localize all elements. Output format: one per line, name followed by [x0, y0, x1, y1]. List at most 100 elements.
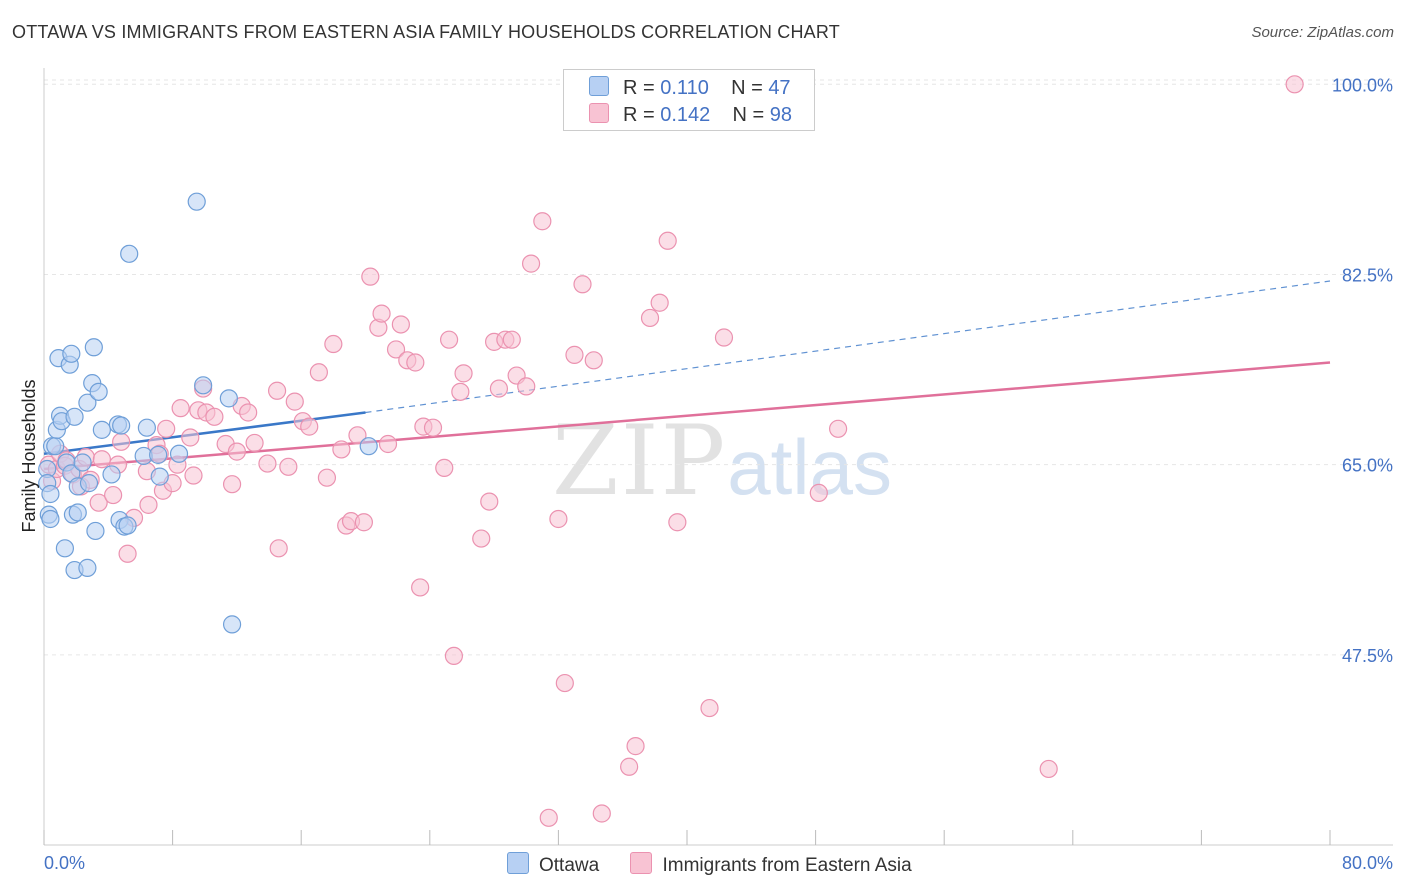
correlation-legend: R = 0.110 N = 47 R = 0.142 N = 98	[563, 69, 815, 131]
immigrants-point	[386, 340, 406, 359]
immigrants-point	[300, 417, 319, 436]
immigrants-point	[435, 458, 454, 478]
immigrants-point	[411, 578, 430, 597]
immigrants-point	[285, 392, 304, 411]
immigrants-point	[423, 418, 443, 437]
immigrants-point	[245, 433, 264, 453]
immigrants-point	[539, 808, 558, 827]
ottawa-point	[89, 382, 108, 401]
immigrants-point	[480, 492, 499, 511]
immigrants-point	[92, 450, 111, 469]
ottawa-point	[137, 418, 156, 437]
immigrants-point	[324, 334, 343, 354]
ottawa-point	[84, 338, 103, 357]
ottawa-point	[150, 467, 169, 486]
immigrants-point	[640, 308, 660, 328]
ottawa-point	[149, 445, 168, 464]
immigrants-point	[517, 377, 536, 396]
immigrants-point	[157, 419, 176, 438]
immigrants-point	[391, 315, 410, 334]
ottawa-point	[222, 615, 242, 634]
x-tick-label: 80.0%	[1342, 853, 1393, 873]
ottawa-point	[194, 376, 213, 395]
immigrants-point	[332, 440, 351, 459]
immigrants-point	[472, 529, 491, 548]
immigrants-point	[205, 407, 224, 426]
legend-swatch-immigrants	[630, 852, 653, 874]
watermark-atlas: atlas	[727, 423, 892, 511]
immigrants-trend-line	[43, 361, 1331, 471]
immigrants-point	[317, 468, 337, 487]
ottawa-point	[73, 453, 92, 472]
immigrants-point	[378, 434, 398, 454]
immigrants-point	[267, 381, 287, 400]
axes	[43, 68, 1393, 846]
ottawa-point	[55, 539, 74, 558]
ottawa-point	[187, 192, 206, 211]
zipatlas-watermark: ZIPatlas	[552, 405, 892, 517]
legend-item-immigrants: Immigrants from Eastern Asia	[630, 852, 912, 877]
immigrants-point	[227, 442, 246, 461]
legend-swatch-ottawa	[507, 852, 529, 874]
immigrants-point	[650, 293, 669, 312]
immigrants-point	[354, 513, 373, 532]
y-tick-label: 65.0%	[1342, 456, 1393, 476]
ottawa-point	[41, 484, 60, 504]
immigrants-point	[521, 254, 541, 273]
immigrants-point	[573, 275, 592, 294]
legend-n-value: 47	[768, 77, 791, 99]
immigrants-point	[372, 304, 391, 323]
trend-lines	[43, 280, 1331, 471]
immigrants-point	[171, 399, 190, 418]
immigrants-point	[348, 426, 367, 445]
ottawa-point	[118, 516, 137, 535]
chart-title: OTTAWA VS IMMIGRANTS FROM EASTERN ASIA F…	[12, 22, 840, 42]
immigrants-point	[592, 804, 611, 823]
immigrants-point	[451, 382, 470, 401]
tick-labels: 47.5% 65.0% 82.5% 100.0% 0.0% 80.0%	[44, 75, 1393, 873]
immigrants-point	[1285, 75, 1304, 94]
legend-row-ottawa: R = 0.110 N = 47	[589, 76, 791, 100]
ottawa-point	[65, 407, 84, 426]
legend-label-immigrants: Immigrants from Eastern Asia	[662, 855, 912, 876]
ottawa-point	[102, 465, 121, 484]
ottawa-point	[92, 420, 111, 439]
legend-r-label: R =	[623, 77, 655, 99]
ottawa-point	[41, 509, 60, 529]
ottawa-point	[219, 389, 238, 408]
ottawa-point	[68, 503, 87, 522]
legend-label-ottawa: Ottawa	[539, 855, 600, 876]
immigrants-point	[444, 646, 464, 666]
immigrants-point	[309, 363, 328, 382]
data-points	[38, 75, 1304, 827]
immigrants-point	[809, 483, 828, 503]
legend-n-label: N =	[732, 104, 765, 126]
series-legend: Ottawa Immigrants from Eastern Asia	[507, 852, 938, 877]
immigrants-point	[89, 493, 108, 512]
ottawa-point	[86, 521, 105, 541]
immigrants-point	[565, 345, 584, 364]
legend-n-value: 98	[769, 104, 793, 126]
immigrants-point	[239, 403, 258, 422]
immigrants-point	[489, 379, 509, 398]
y-tick-label: 47.5%	[1342, 646, 1393, 666]
immigrants-point	[829, 419, 848, 438]
immigrants-point	[361, 267, 380, 286]
legend-row-immigrants: R = 0.142 N = 98	[589, 103, 792, 127]
immigrants-point	[626, 737, 645, 756]
immigrants-point	[279, 457, 298, 476]
ottawa-trend-extension	[365, 280, 1331, 414]
immigrants-point	[584, 351, 603, 370]
legend-item-ottawa: Ottawa	[507, 852, 599, 877]
immigrants-point	[1039, 759, 1058, 779]
immigrants-point	[406, 353, 425, 372]
immigrants-point	[222, 475, 242, 494]
immigrants-point	[714, 328, 734, 347]
ottawa-point	[112, 416, 131, 435]
immigrants-point	[668, 513, 687, 532]
ottawa-point	[359, 437, 378, 456]
x-tick-label: 0.0%	[44, 853, 85, 873]
immigrants-point	[118, 544, 137, 563]
ottawa-point	[46, 437, 65, 456]
